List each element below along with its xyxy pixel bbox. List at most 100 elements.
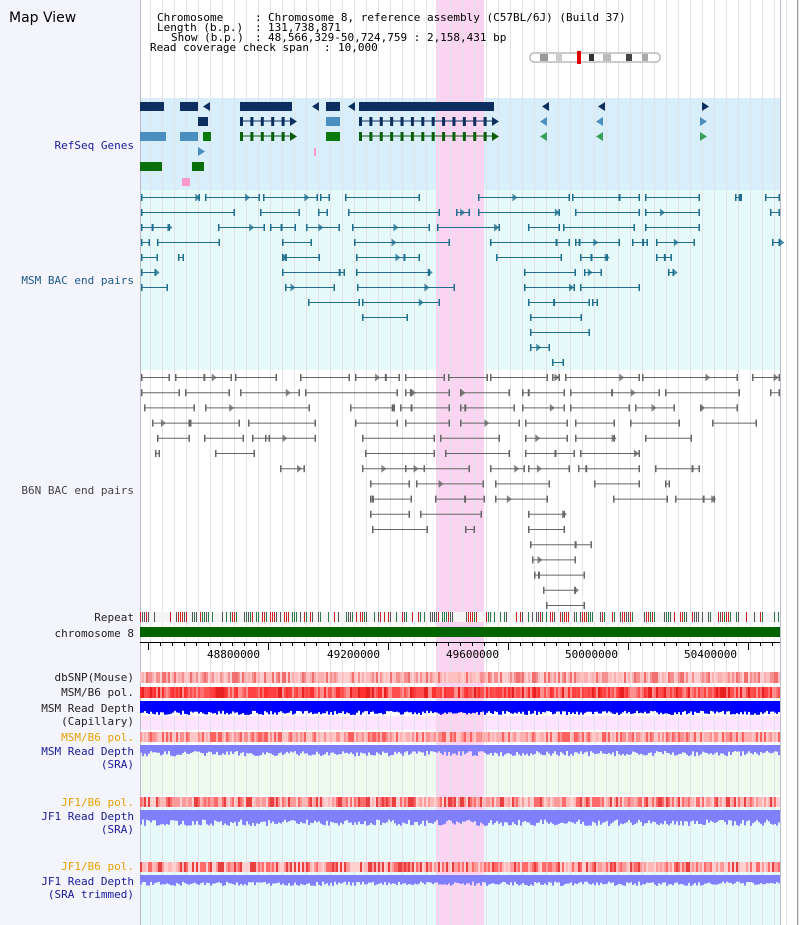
heat-cell: [524, 687, 526, 698]
heat-cell: [518, 862, 520, 872]
depth-bar: [204, 810, 206, 821]
depth-bar: [770, 745, 772, 754]
depth-bar: [182, 875, 184, 882]
repeat-element: [488, 612, 489, 622]
depth-bar: [230, 875, 232, 884]
heat-cell: [452, 797, 454, 807]
depth-bar: [318, 745, 320, 754]
coverage-value: 10,000: [338, 41, 378, 54]
heat-cell: [604, 732, 606, 742]
depth-bar: [760, 745, 762, 753]
heat-cell: [374, 687, 376, 698]
depth-bar: [404, 745, 406, 753]
heat-cell: [694, 862, 696, 872]
pair-end: [566, 434, 568, 442]
heat-cell: [626, 862, 628, 872]
b6n-bac-end-pair: [712, 419, 757, 427]
repeat-element: [718, 612, 719, 622]
heat-cell: [460, 797, 462, 807]
heat-cell: [194, 862, 196, 872]
depth-bar: [658, 745, 660, 752]
heat-cell: [542, 862, 544, 872]
depth-bar: [312, 810, 314, 824]
depth-bar: [142, 875, 144, 883]
depth-bar: [708, 810, 710, 823]
depth-bar: [494, 875, 496, 885]
heat-cell: [240, 732, 242, 742]
heat-cell: [706, 862, 708, 872]
depth-bar: [176, 701, 178, 713]
depth-bar: [652, 810, 654, 822]
msm-bac-end-pair: [496, 254, 562, 261]
depth-bar: [256, 745, 258, 756]
heat-cell: [590, 732, 592, 742]
depth-bar: [710, 810, 712, 821]
heat-cell: [154, 687, 156, 698]
heat-cell: [656, 672, 658, 683]
heat-cell: [566, 672, 568, 683]
depth-bar: [540, 701, 542, 715]
heat-cell: [664, 672, 666, 683]
heat-cell: [208, 732, 210, 742]
depth-bar: [264, 701, 266, 712]
heat-cell: [414, 687, 416, 698]
pair-end: [403, 254, 406, 261]
depth-bar: [448, 810, 450, 821]
depth-bar: [532, 701, 534, 714]
heat-cell: [398, 862, 400, 872]
depth-bar: [182, 745, 184, 754]
track-label-b6n-bac[interactable]: B6N BAC end pairs: [21, 484, 134, 497]
depth-bar: [516, 810, 518, 826]
heat-cell: [686, 732, 688, 742]
heat-cell: [618, 687, 620, 698]
gene-arrow: [198, 147, 205, 156]
depth-bar: [318, 875, 320, 885]
depth-bar: [512, 810, 514, 823]
b6n-bac-end-pair: [665, 480, 670, 488]
heat-cell: [302, 732, 304, 742]
depth-bar: [774, 701, 776, 713]
heat-cell: [774, 672, 776, 683]
depth-bar: [772, 875, 774, 884]
heat-cell: [726, 797, 728, 807]
heat-cell: [444, 797, 446, 807]
heat-cell: [170, 687, 172, 698]
repeat-element: [364, 612, 365, 622]
heat-cell: [510, 687, 512, 698]
heat-cell: [484, 687, 486, 698]
depth-bar: [218, 745, 220, 756]
heat-cell: [424, 672, 426, 683]
depth-bar: [558, 810, 560, 824]
pair-end: [168, 374, 170, 381]
depth-bar: [248, 701, 250, 715]
depth-bar: [548, 701, 550, 712]
depth-bar: [438, 875, 440, 885]
heat-cell: [580, 797, 582, 807]
repeat-element: [586, 612, 587, 622]
heat-cell: [498, 672, 500, 683]
depth-bar: [314, 875, 316, 886]
depth-bar: [556, 810, 558, 825]
heat-cell: [762, 862, 764, 872]
heat-cell: [494, 797, 496, 807]
repeat-element: [334, 612, 335, 622]
pair-marker: [282, 434, 288, 443]
heat-cell: [224, 732, 226, 742]
track-label-msm-bac[interactable]: MSM BAC end pairs: [21, 274, 134, 287]
repeat-element: [614, 612, 615, 622]
heat-cell: [604, 672, 606, 683]
repeat-element: [582, 612, 583, 622]
heat-cell: [248, 797, 250, 807]
depth-bar: [354, 745, 356, 757]
heat-cell: [264, 732, 266, 742]
track-label-refseq[interactable]: RefSeq Genes: [54, 139, 134, 152]
heat-cell: [392, 672, 394, 683]
depth-bar: [512, 875, 514, 886]
heat-cell: [546, 687, 548, 698]
depth-bar: [372, 701, 374, 712]
heat-cell: [596, 687, 598, 698]
depth-bar: [520, 701, 522, 714]
heat-cell: [606, 732, 608, 742]
heat-cell: [668, 732, 670, 742]
